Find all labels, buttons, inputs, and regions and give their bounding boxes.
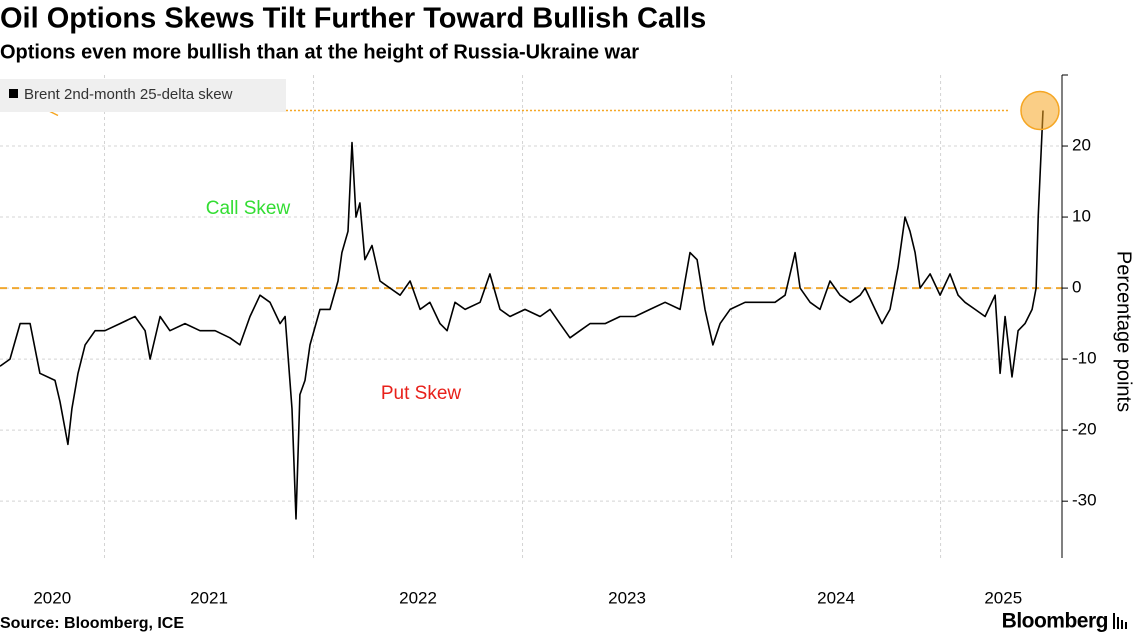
source: Source: Bloomberg, ICE: [0, 615, 184, 632]
x-tick-label: 2020: [33, 588, 71, 607]
annotation: Put Skew: [381, 383, 462, 404]
y-tick-label: 0: [1072, 278, 1081, 297]
y-tick-label: -30: [1072, 491, 1097, 510]
y-tick-label: 10: [1072, 207, 1091, 226]
x-tick-label: 2024: [817, 588, 855, 607]
x-tick-label: 2022: [399, 588, 437, 607]
brand: Bloomberg: [1002, 610, 1108, 633]
y-tick-label: -10: [1072, 349, 1097, 368]
legend-swatch: [9, 89, 18, 98]
annotation: Call Skew: [206, 198, 291, 219]
x-tick-label: 2025: [984, 588, 1022, 607]
highlight-circle: [1020, 90, 1060, 131]
series-line: [0, 110, 1044, 520]
y-axis-label: Percentage points: [1113, 251, 1135, 412]
legend-label: Brent 2nd-month 25-delta skew: [24, 86, 233, 103]
legend-box: [0, 79, 286, 112]
brand-icon: [1113, 613, 1127, 629]
chart-title: Oil Options Skews Tilt Further Toward Bu…: [0, 3, 706, 35]
y-tick-label: 20: [1072, 136, 1091, 155]
chart-subtitle: Options even more bullish than at the he…: [0, 41, 639, 63]
y-tick-label: -20: [1072, 420, 1097, 439]
x-tick-label: 2021: [190, 588, 228, 607]
x-tick-label: 2023: [608, 588, 646, 607]
